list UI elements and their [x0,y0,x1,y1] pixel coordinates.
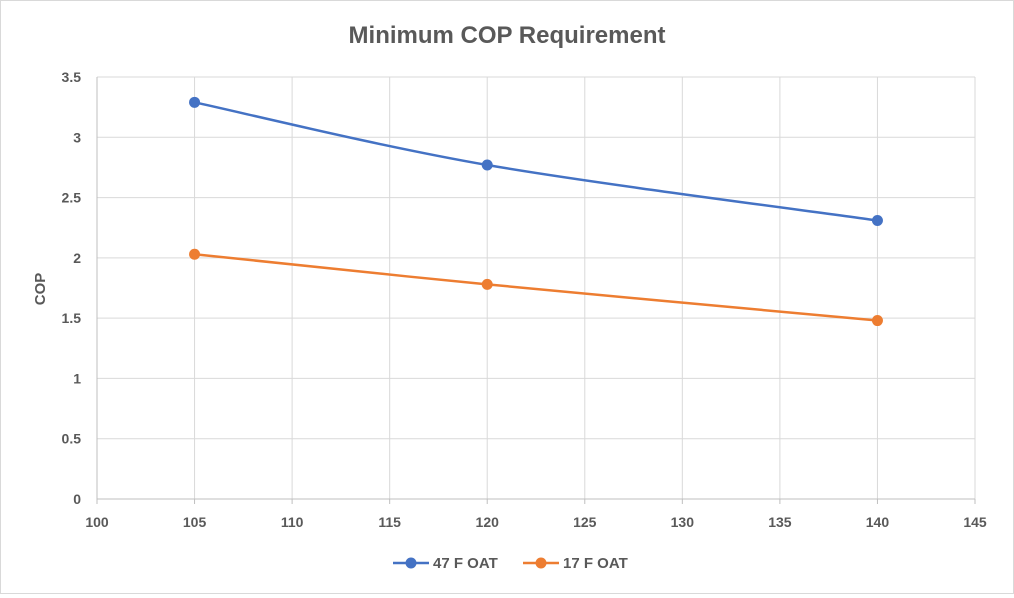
data-point [189,248,201,260]
x-tick-label: 110 [281,514,304,530]
y-axis-label: COP [32,273,49,306]
x-tick-label: 105 [183,514,207,530]
legend-marker [535,557,547,569]
y-tick-label: 2 [73,250,81,266]
y-tick-label: 2.5 [62,190,82,206]
data-point [871,214,883,226]
legend-marker [405,557,417,569]
x-tick-label: 125 [573,514,597,530]
y-tick-label: 3 [73,129,81,145]
x-tick-label: 120 [476,514,500,530]
data-point [481,278,493,290]
x-tick-label: 115 [378,514,401,530]
y-tick-label: 1 [73,370,81,386]
data-point [189,96,201,108]
chart-title: Minimum COP Requirement [349,22,666,49]
legend: 47 F OAT 17 F OAT [393,555,628,572]
data-point [871,315,883,327]
axes [96,77,976,504]
y-axis-ticks: 0 0.5 1 1.5 2 2.5 3 3.5 [62,69,82,507]
x-tick-label: 135 [768,514,792,530]
x-tick-label: 130 [671,514,695,530]
legend-item: 17 F OAT [523,555,628,572]
x-tick-label: 145 [963,514,987,530]
legend-label: 17 F OAT [563,555,628,572]
x-tick-label: 140 [866,514,890,530]
y-tick-label: 1.5 [62,310,82,326]
y-tick-label: 0 [73,491,81,507]
legend-item: 47 F OAT [393,555,498,572]
data-point [481,159,493,171]
y-tick-label: 0.5 [62,431,82,447]
x-tick-label: 100 [85,514,109,530]
y-tick-label: 3.5 [62,69,82,85]
data-series [189,96,883,327]
series-2 [189,248,883,327]
x-axis-ticks: 100 105 110 115 120 125 130 135 140 145 [85,514,987,530]
legend-label: 47 F OAT [433,555,498,572]
series-1 [189,96,883,226]
gridlines [97,76,976,499]
series-line [194,252,878,322]
series-line [194,101,878,222]
